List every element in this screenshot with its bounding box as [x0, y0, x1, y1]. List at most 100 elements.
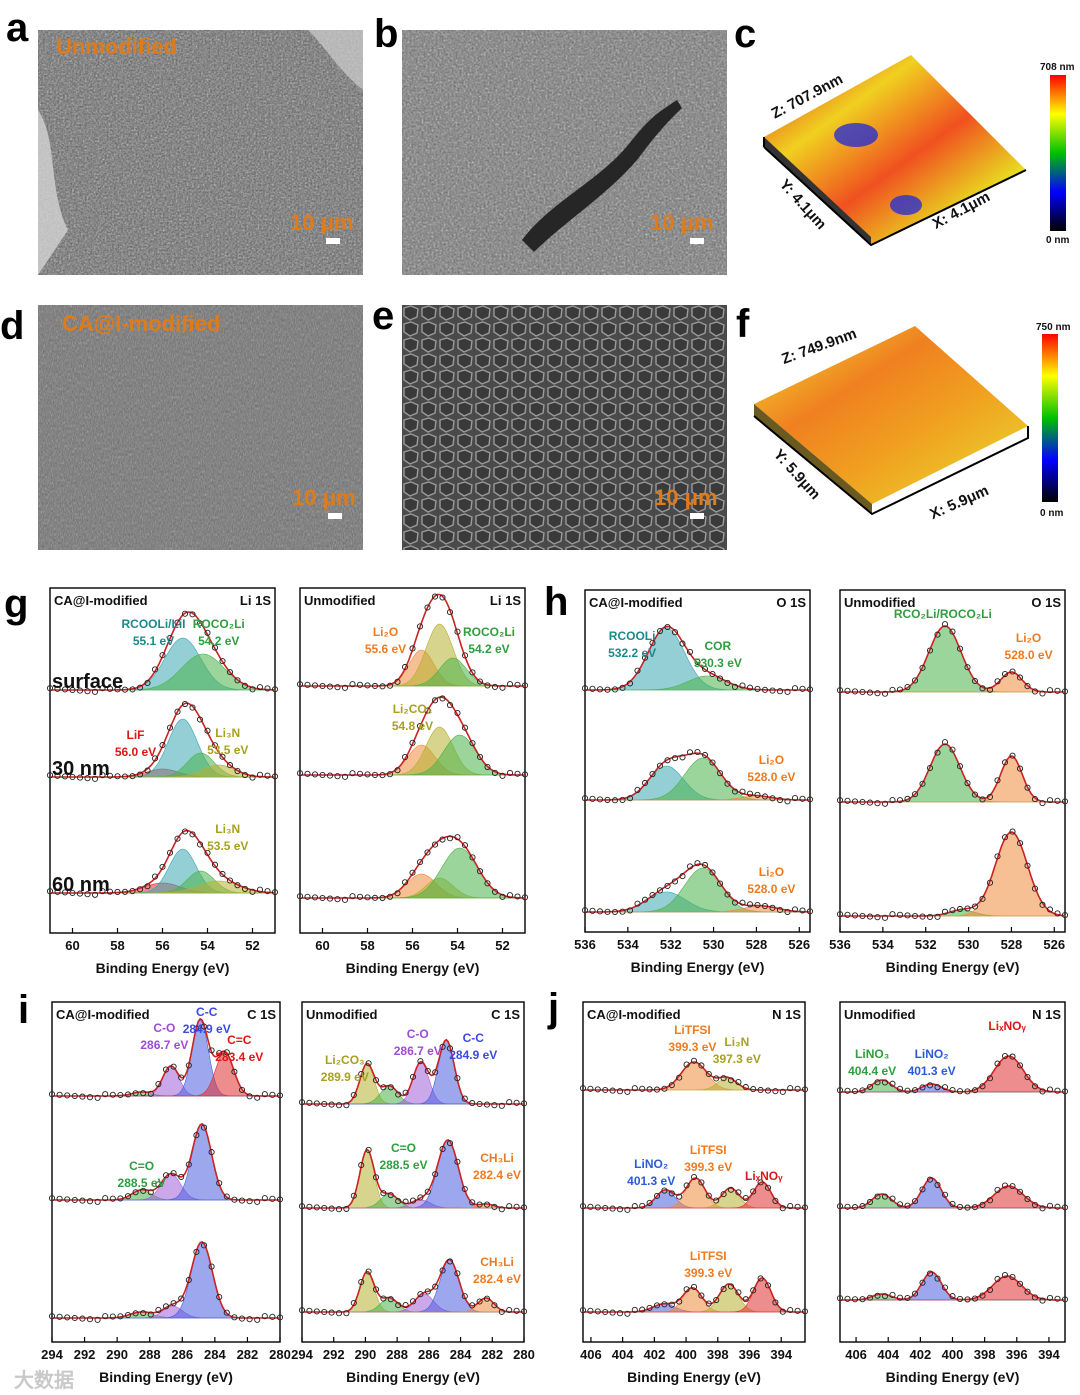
- x-tick-label: 288: [139, 1347, 161, 1362]
- raw-data-point: [335, 1206, 343, 1213]
- peak-annotation: C=O: [391, 1141, 416, 1155]
- raw-data-point: [1031, 1201, 1039, 1209]
- raw-data-point: [836, 1295, 844, 1302]
- xps-chart-i-right: Unmodified C 1S 294 292 290 288 286 284 282 280 Bi…: [291, 1001, 535, 1385]
- peak-annotation: ROCO₂Li: [463, 625, 515, 639]
- raw-data-point: [1016, 840, 1024, 847]
- xps-chart-i-left: CA@I-modified C 1S 294 292 290 288 286 284 282 28…: [41, 1001, 291, 1385]
- raw-data-point: [661, 1187, 668, 1194]
- plot-frame: [51, 1001, 281, 1343]
- raw-data-point: [79, 1315, 86, 1322]
- raw-data-point: [91, 688, 99, 695]
- x-axis-label: Binding Energy (eV): [99, 1369, 233, 1385]
- raw-data-point: [461, 1185, 468, 1193]
- raw-data-point: [321, 1204, 328, 1212]
- raw-data-point: [223, 1193, 230, 1200]
- raw-data-point: [806, 796, 814, 803]
- raw-data-point: [513, 1307, 520, 1314]
- raw-data-point: [881, 1079, 889, 1086]
- raw-data-point: [889, 797, 896, 804]
- raw-data-point: [690, 1057, 698, 1064]
- raw-data-point: [321, 1100, 328, 1108]
- raw-data-point: [1054, 687, 1061, 694]
- raw-data-point: [439, 1145, 446, 1153]
- raw-data-point: [343, 1205, 350, 1212]
- raw-data-point: [204, 727, 211, 734]
- raw-data-point: [379, 683, 386, 690]
- raw-data-point: [859, 1296, 866, 1303]
- raw-data-point: [476, 868, 484, 875]
- raw-data-point: [1054, 797, 1061, 804]
- raw-data-point: [261, 1313, 268, 1320]
- raw-data-point: [365, 1146, 372, 1154]
- raw-data-point: [934, 1084, 941, 1091]
- raw-data-point: [106, 888, 114, 895]
- raw-data-point: [764, 1184, 772, 1191]
- x-tick-label: 396: [739, 1347, 761, 1362]
- x-tick-label: 280: [513, 1347, 535, 1362]
- x-axis-label: Binding Energy (eV): [96, 960, 230, 976]
- fit-envelope: [302, 1258, 524, 1313]
- raw-data-point: [439, 594, 446, 601]
- raw-data-point: [1001, 670, 1009, 678]
- raw-data-point: [986, 1286, 994, 1293]
- raw-data-point: [1054, 910, 1061, 917]
- raw-data-point: [866, 689, 874, 696]
- raw-data-point: [506, 1306, 513, 1314]
- raw-data-point: [986, 1075, 994, 1082]
- raw-data-point: [162, 1066, 170, 1073]
- x-axis-label: Binding Energy (eV): [886, 959, 1020, 975]
- panel-letter-h: h: [544, 580, 569, 624]
- raw-data-point: [174, 835, 181, 842]
- fit-envelope: [300, 593, 525, 687]
- raw-data-point: [1009, 1273, 1016, 1281]
- raw-data-point: [881, 690, 889, 697]
- panel-letter-b: b: [374, 12, 399, 56]
- sem-image-a: Unmodified 10 μm: [38, 30, 363, 275]
- raw-data-point: [117, 1091, 124, 1099]
- fit-envelope: [583, 1177, 805, 1209]
- x-tick-label: 54: [450, 938, 465, 953]
- raw-data-point: [129, 773, 136, 780]
- raw-data-point: [683, 1182, 690, 1189]
- raw-data-point: [881, 1193, 889, 1200]
- raw-data-point: [750, 1188, 757, 1195]
- raw-data-point: [256, 886, 264, 893]
- raw-data-point: [851, 912, 859, 919]
- peak-annotation: CH₃Li: [480, 1151, 514, 1165]
- raw-data-point: [683, 1061, 690, 1068]
- raw-data-point: [720, 1191, 727, 1198]
- raw-data-point: [499, 893, 506, 900]
- raw-data-point: [311, 682, 319, 689]
- raw-data-point: [956, 763, 964, 770]
- raw-data-point: [986, 686, 994, 693]
- raw-data-point: [276, 1314, 284, 1321]
- raw-data-point: [866, 1083, 874, 1090]
- raw-data-point: [159, 652, 166, 659]
- raw-data-point: [664, 882, 671, 889]
- raw-data-point: [343, 1310, 350, 1317]
- raw-data-point: [155, 1181, 162, 1188]
- raw-data-point: [742, 1195, 749, 1202]
- raw-data-point: [772, 1299, 779, 1306]
- scale-bar-e: [690, 513, 704, 519]
- xps-core-level: O 1S: [1031, 595, 1061, 610]
- raw-data-point: [439, 1043, 446, 1050]
- raw-data-point: [216, 1293, 223, 1301]
- raw-data-point: [204, 629, 211, 636]
- raw-data-point: [454, 709, 461, 717]
- raw-data-point: [498, 1206, 505, 1213]
- peak-annotation: RCOOLi/LiI: [122, 617, 186, 631]
- raw-data-point: [694, 860, 701, 867]
- plot-frame: [839, 589, 1066, 933]
- raw-data-point: [611, 797, 619, 804]
- raw-data-point: [639, 1085, 646, 1092]
- raw-data-point: [432, 1283, 439, 1290]
- raw-data-point: [372, 1286, 380, 1293]
- raw-data-point: [102, 1313, 109, 1320]
- raw-data-point: [594, 1086, 601, 1093]
- peak-annotation: Li₂O: [759, 753, 784, 767]
- raw-data-point: [185, 1276, 192, 1284]
- raw-data-point: [1024, 1074, 1031, 1081]
- raw-data-point: [794, 1307, 801, 1314]
